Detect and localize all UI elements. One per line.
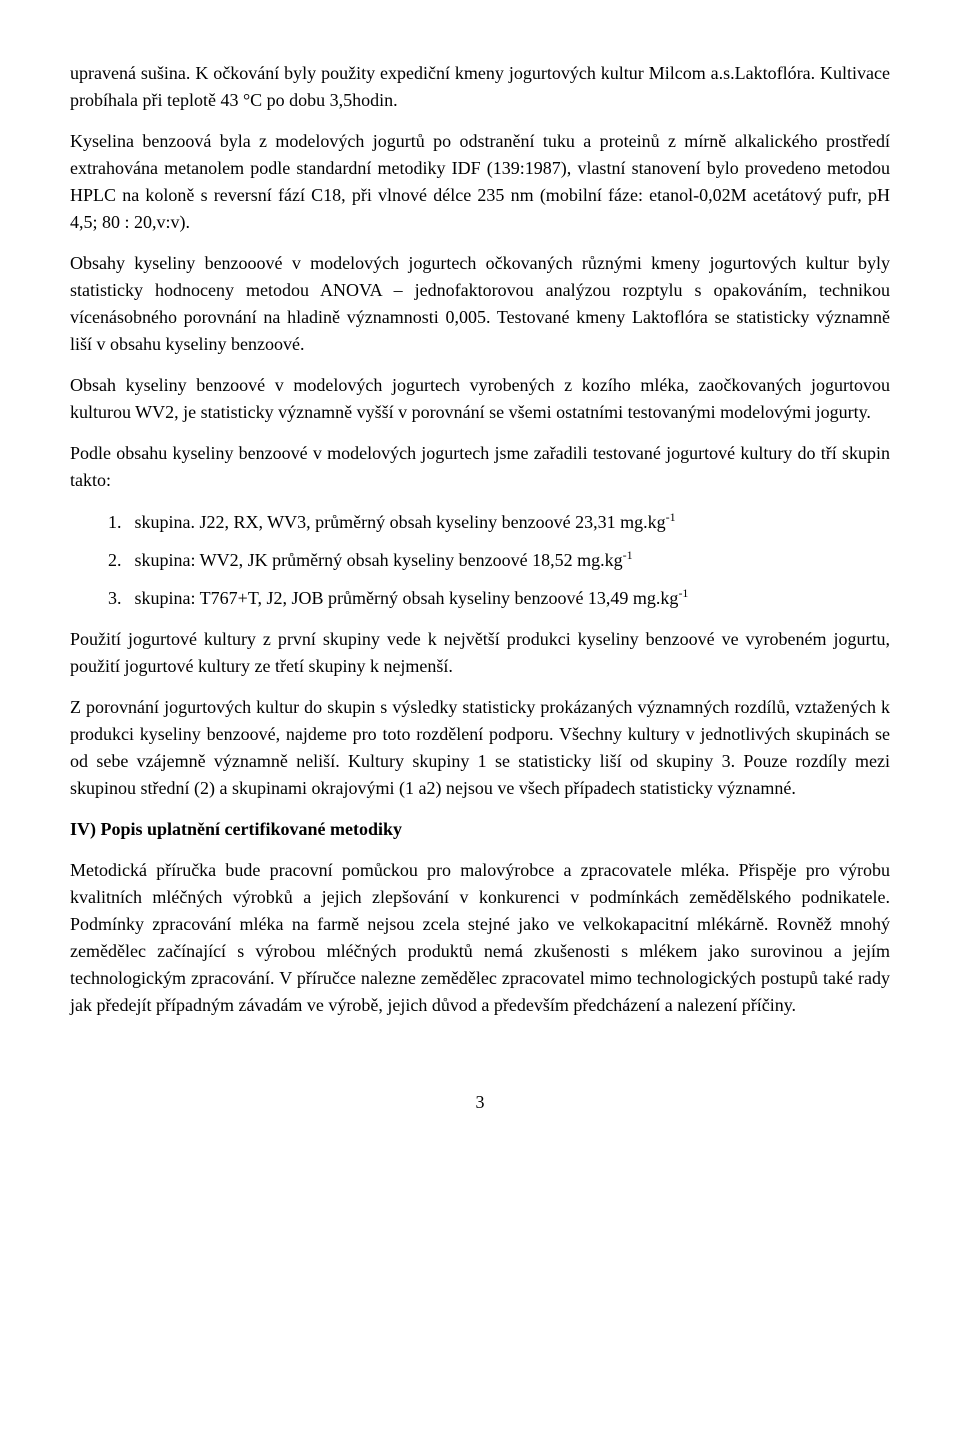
list-item: 3. skupina: T767+T, J2, JOB průměrný obs…: [108, 584, 890, 612]
list-number: 3.: [108, 585, 130, 612]
paragraph: Kyselina benzoová byla z modelových jogu…: [70, 128, 890, 236]
superscript: -1: [623, 548, 633, 562]
page-number: 3: [70, 1089, 890, 1116]
list-text: skupina: WV2, JK průměrný obsah kyseliny…: [135, 550, 623, 570]
paragraph: Metodická příručka bude pracovní pomůcko…: [70, 857, 890, 1019]
list-item: 2. skupina: WV2, JK průměrný obsah kysel…: [108, 546, 890, 574]
list-text: skupina. J22, RX, WV3, průměrný obsah ky…: [135, 512, 666, 532]
list-number: 1.: [108, 509, 130, 536]
section-heading: IV) Popis uplatnění certifikované metodi…: [70, 816, 890, 843]
superscript: -1: [666, 510, 676, 524]
list-number: 2.: [108, 547, 130, 574]
paragraph: upravená sušina. K očkování byly použity…: [70, 60, 890, 114]
superscript: -1: [678, 586, 688, 600]
paragraph: Obsahy kyseliny benzooové v modelových j…: [70, 250, 890, 358]
paragraph: Použití jogurtové kultury z první skupin…: [70, 626, 890, 680]
paragraph: Podle obsahu kyseliny benzoové v modelov…: [70, 440, 890, 494]
ordered-list: 1. skupina. J22, RX, WV3, průměrný obsah…: [70, 508, 890, 612]
list-item: 1. skupina. J22, RX, WV3, průměrný obsah…: [108, 508, 890, 536]
paragraph: Z porovnání jogurtových kultur do skupin…: [70, 694, 890, 802]
paragraph: Obsah kyseliny benzoové v modelových jog…: [70, 372, 890, 426]
list-text: skupina: T767+T, J2, JOB průměrný obsah …: [135, 588, 679, 608]
